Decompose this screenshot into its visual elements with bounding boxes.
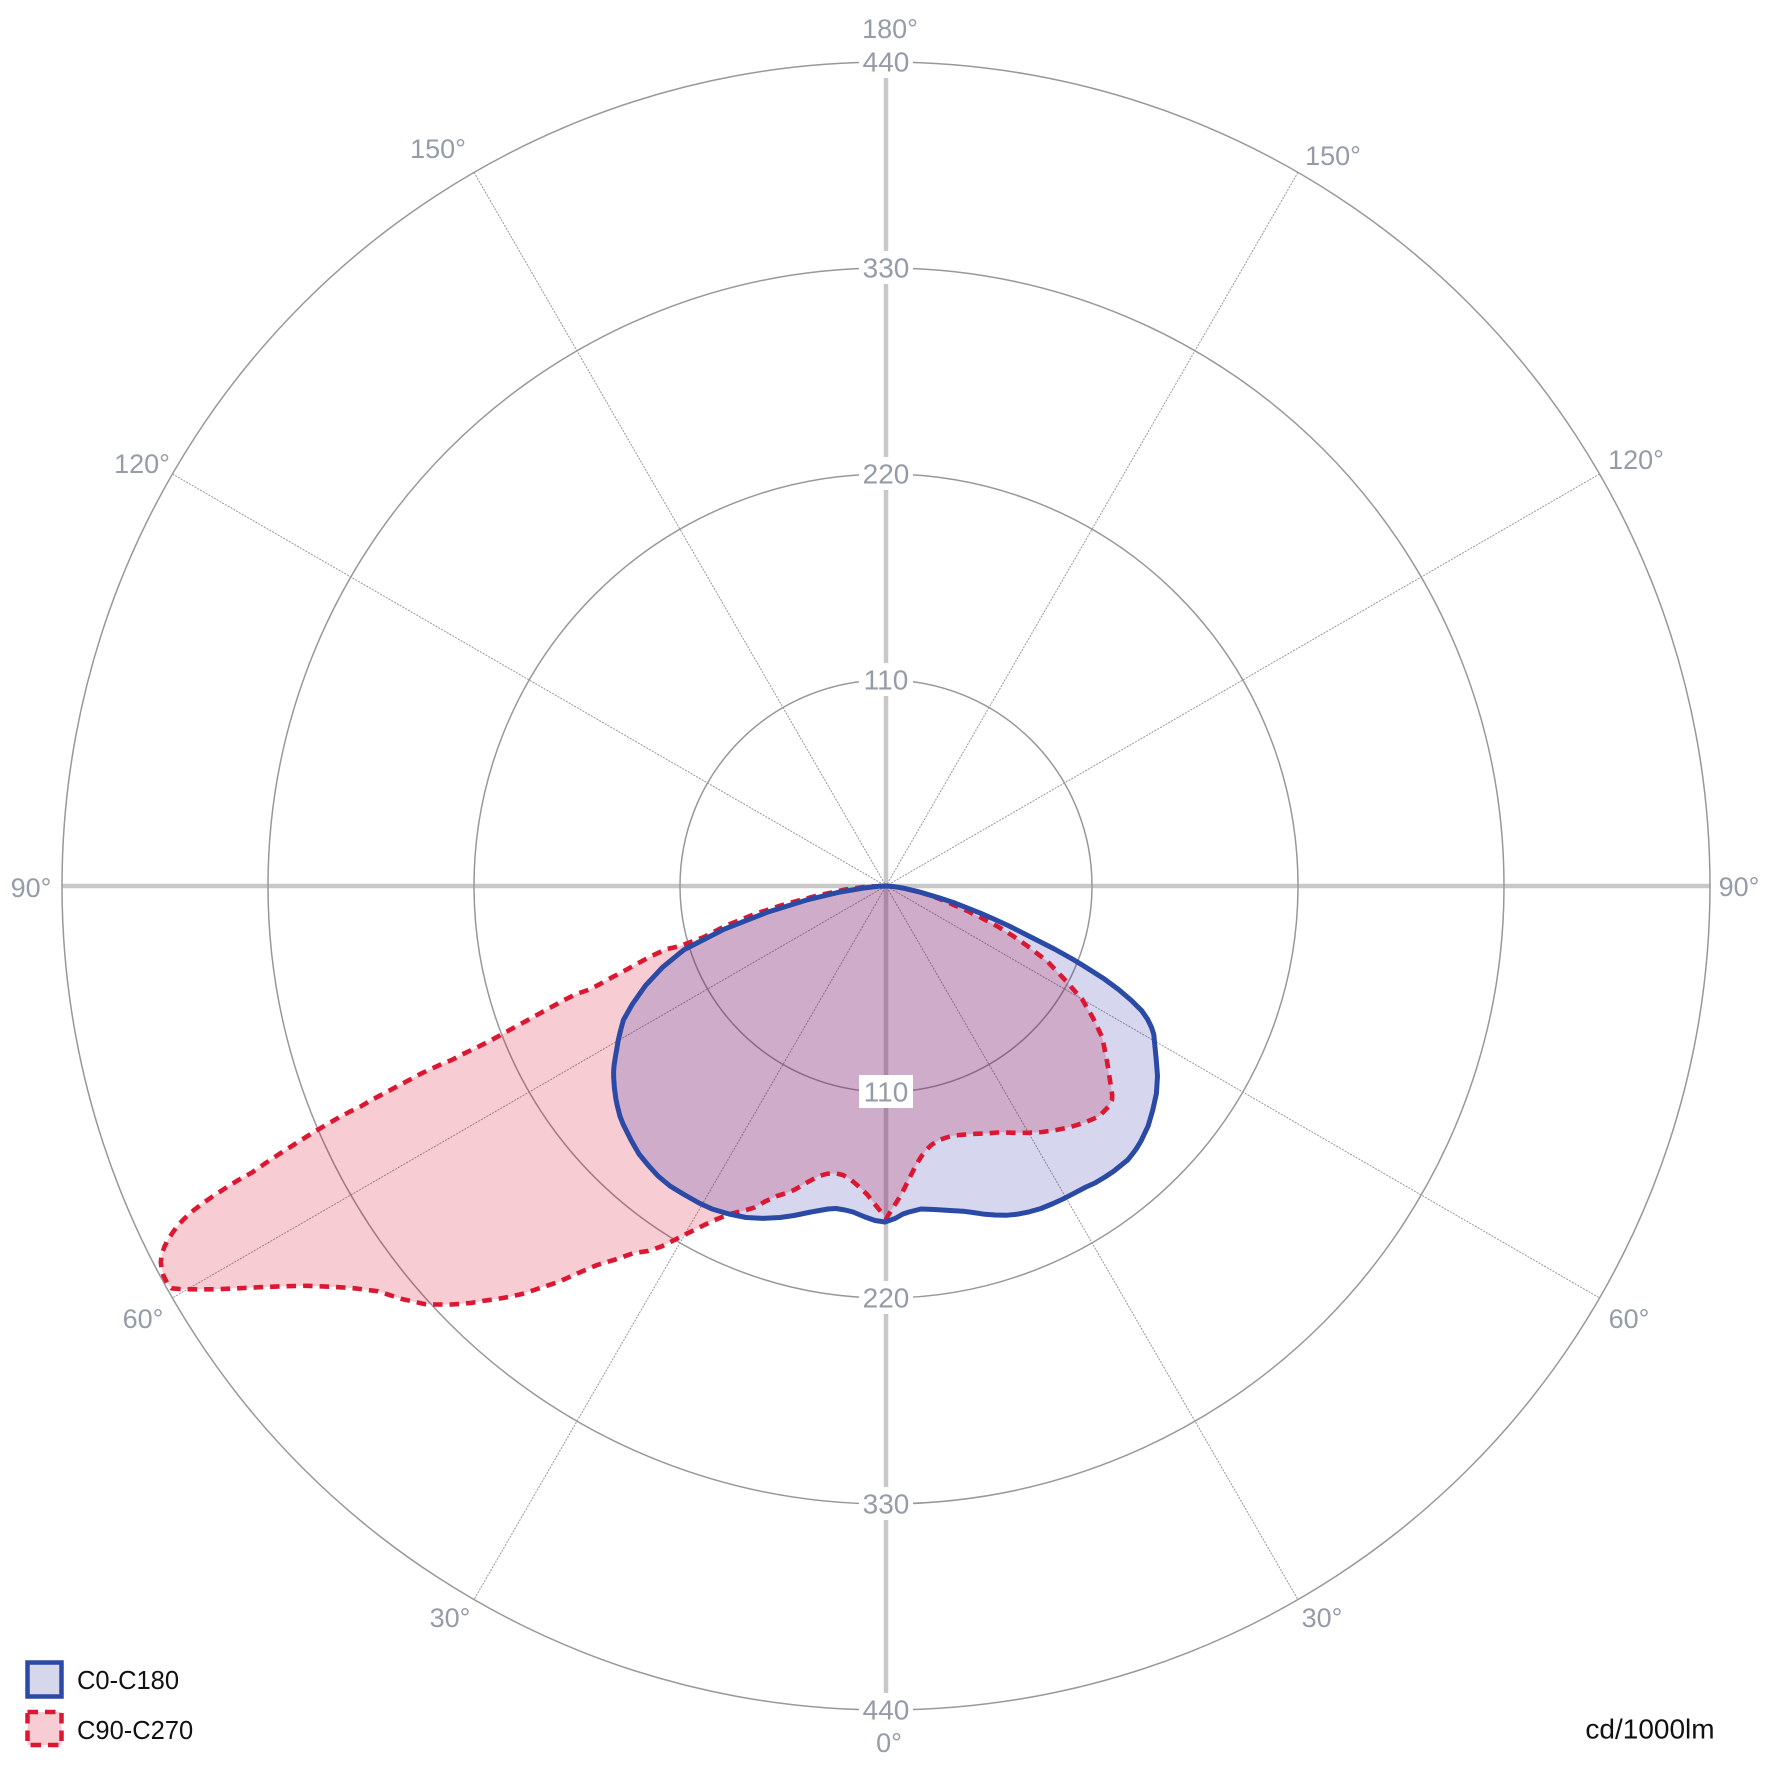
svg-text:C0-C180: C0-C180 [77, 1667, 179, 1695]
svg-text:30°: 30° [1302, 1603, 1343, 1633]
svg-text:90°: 90° [11, 873, 52, 903]
svg-text:180°: 180° [862, 14, 918, 44]
svg-text:C90-C270: C90-C270 [77, 1717, 193, 1745]
svg-text:110: 110 [864, 1077, 909, 1108]
svg-text:60°: 60° [123, 1304, 164, 1334]
svg-text:440: 440 [863, 47, 910, 78]
svg-text:120°: 120° [114, 449, 170, 479]
svg-text:220: 220 [863, 1283, 910, 1314]
svg-text:120°: 120° [1608, 445, 1664, 475]
svg-text:330: 330 [863, 253, 910, 284]
svg-text:440: 440 [863, 1695, 910, 1726]
svg-text:60°: 60° [1609, 1304, 1650, 1334]
svg-text:30°: 30° [430, 1603, 471, 1633]
svg-text:220: 220 [863, 459, 910, 490]
svg-text:0°: 0° [876, 1728, 902, 1758]
svg-text:cd/1000lm: cd/1000lm [1585, 1714, 1714, 1745]
svg-text:90°: 90° [1719, 872, 1760, 902]
svg-text:110: 110 [864, 665, 909, 696]
svg-text:150°: 150° [410, 134, 466, 164]
svg-text:330: 330 [863, 1489, 910, 1520]
svg-text:150°: 150° [1305, 141, 1361, 171]
